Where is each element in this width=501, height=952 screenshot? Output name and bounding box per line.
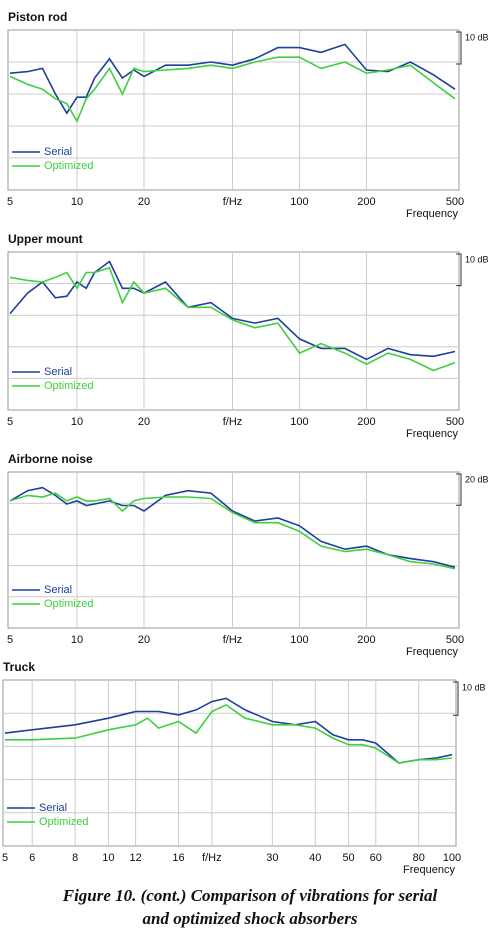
chart-title: Truck (3, 660, 35, 674)
x-tick-label: 30 (266, 852, 278, 864)
legend-label: Optimized (44, 598, 94, 610)
x-tick-label: f/Hz (223, 416, 243, 428)
x-tick-label: 20 (138, 196, 150, 208)
x-tick-label: 16 (172, 852, 184, 864)
x-tick-label: 200 (357, 196, 375, 208)
x-tick-label: 100 (290, 416, 308, 428)
data-line (9, 266, 456, 372)
x-tick-label: 8 (72, 852, 78, 864)
x-axis-label: Frequency (406, 428, 458, 440)
plot-frame (7, 29, 460, 191)
x-axis-label: Frequency (406, 646, 458, 658)
x-tick-label: 20 (138, 416, 150, 428)
x-tick-label: 200 (357, 416, 375, 428)
x-tick-label: 12 (130, 852, 142, 864)
plot-frame (7, 251, 460, 411)
caption-line: Figure 10. (cont.) Comparison of vibrati… (62, 886, 438, 905)
legend-label: Serial (44, 146, 72, 158)
x-tick-label: f/Hz (223, 196, 243, 208)
chart-title: Airborne noise (8, 452, 93, 466)
scale-label: 10 dB (465, 254, 489, 264)
legend-label: Optimized (44, 160, 94, 172)
scale-bar (456, 31, 462, 65)
legend-label: Serial (44, 366, 72, 378)
x-tick-label: 5 (7, 634, 13, 646)
x-tick-label: 5 (2, 852, 8, 864)
data-line (9, 492, 456, 570)
data-line (9, 486, 456, 568)
x-tick-label: 100 (290, 196, 308, 208)
chart-title: Upper mount (8, 232, 83, 246)
caption-line: and optimized shock absorbers (143, 909, 358, 928)
scale-bar (453, 681, 459, 716)
x-tick-label: 20 (138, 634, 150, 646)
x-tick-label: 10 (71, 634, 83, 646)
legend-label: Serial (44, 584, 72, 596)
x-tick-label: 10 (71, 196, 83, 208)
x-tick-label: 10 (102, 852, 114, 864)
legend-label: Optimized (39, 816, 89, 828)
x-axis-label: Frequency (406, 208, 458, 220)
x-tick-label: 80 (413, 852, 425, 864)
x-tick-label: 500 (446, 196, 464, 208)
x-tick-label: 500 (446, 416, 464, 428)
x-tick-label: 500 (446, 634, 464, 646)
chart-title: Piston rod (8, 10, 67, 24)
data-line (9, 260, 456, 361)
x-tick-label: f/Hz (202, 852, 222, 864)
legend-label: Optimized (44, 380, 94, 392)
legend-label: Serial (39, 802, 67, 814)
data-line (9, 43, 456, 115)
x-axis-label: Frequency (403, 864, 455, 876)
x-tick-label: 60 (370, 852, 382, 864)
plot-frame (2, 679, 457, 847)
x-tick-label: 200 (357, 634, 375, 646)
scale-label: 10 dB (465, 32, 489, 42)
plot-frame (7, 471, 460, 629)
scale-label: 10 dB (462, 682, 486, 692)
x-tick-label: 5 (7, 416, 13, 428)
x-tick-label: 5 (7, 196, 13, 208)
x-tick-label: 10 (71, 416, 83, 428)
x-tick-label: 50 (342, 852, 354, 864)
scale-label: 20 dB (465, 474, 489, 484)
data-line (5, 703, 453, 764)
x-tick-label: 40 (309, 852, 321, 864)
scale-bar (456, 253, 462, 287)
x-tick-label: 100 (443, 852, 461, 864)
data-line (9, 56, 456, 124)
x-tick-label: f/Hz (223, 634, 243, 646)
x-tick-label: 100 (290, 634, 308, 646)
data-line (4, 697, 453, 764)
x-tick-label: 6 (29, 852, 35, 864)
scale-bar (456, 473, 462, 506)
